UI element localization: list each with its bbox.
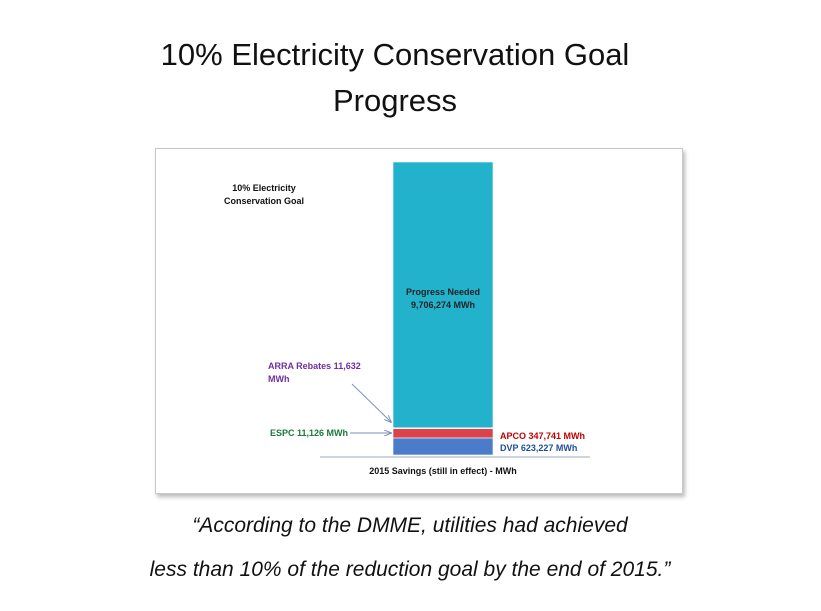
- data-label: ARRA Rebates 11,632 MWh: [268, 361, 361, 384]
- bar-segment: [392, 161, 494, 429]
- data-label: DVP 623,227 MWh: [500, 443, 578, 454]
- bar-segment: [392, 437, 494, 456]
- data-label: ESPC 11,126 MWh: [269, 428, 348, 438]
- slide-title: 10% Electricity Conservation Goal Progre…: [160, 37, 630, 118]
- data-label: APCO 347,741 MWh: [500, 431, 586, 442]
- quote-line: less than 10% of the reduction goal by t…: [149, 558, 671, 581]
- data-label: Progress Needed 9,706,274 MWh: [405, 287, 481, 310]
- arrow: [351, 383, 391, 422]
- bar-segment: [392, 428, 494, 439]
- x-tick-label: 2015 Savings (still in effect) - MWh: [369, 466, 517, 476]
- goal-label: 10% Electricity Conservation Goal: [223, 183, 304, 206]
- quote-line: “According to the DMME, utilities had ac…: [192, 514, 628, 537]
